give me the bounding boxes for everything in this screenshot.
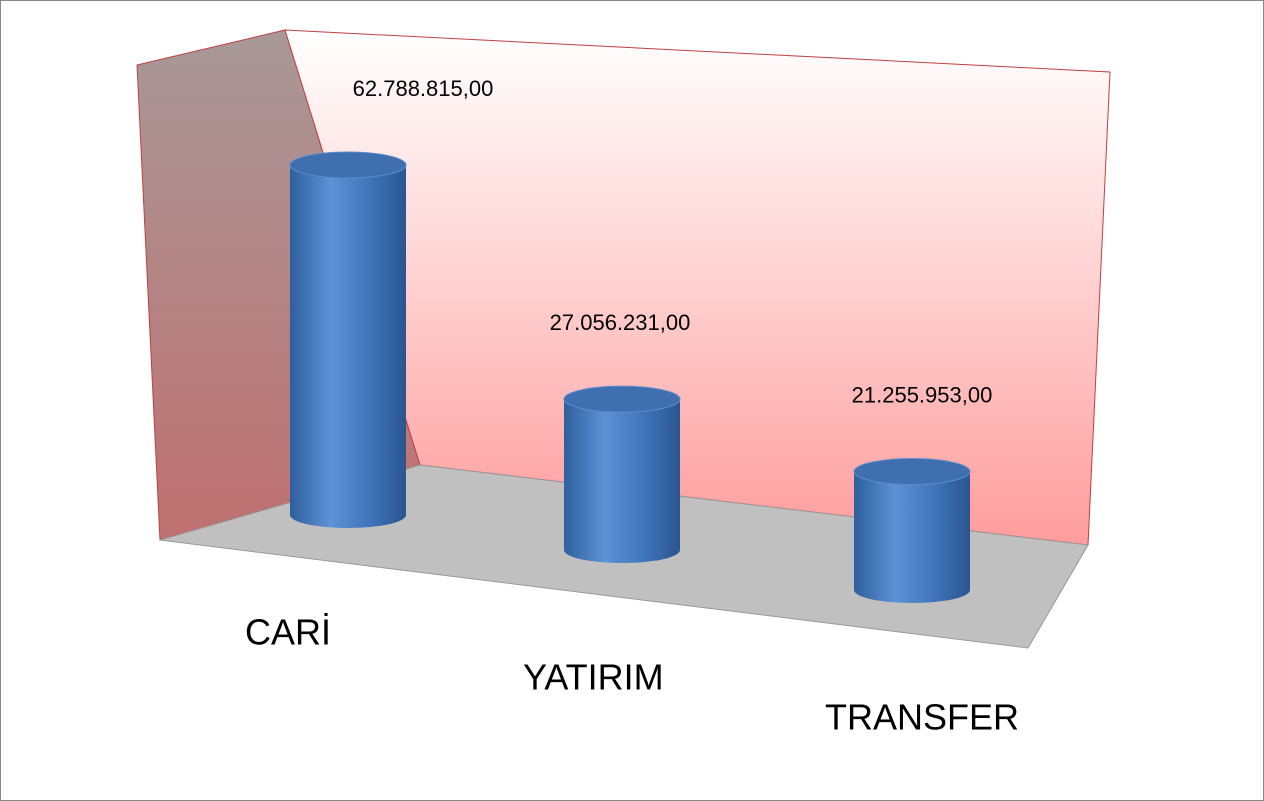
- category-label: TRANSFER: [825, 697, 1019, 738]
- value-label: 21.255.953,00: [852, 382, 993, 407]
- bar-body: [854, 471, 970, 603]
- bar: [563, 385, 681, 563]
- bar: [853, 458, 971, 603]
- bar-body: [290, 165, 406, 528]
- bar-top: [289, 151, 407, 179]
- bar-body: [564, 399, 680, 563]
- bar: [289, 151, 407, 528]
- category-label: YATIRIM: [523, 657, 664, 698]
- bar-top: [563, 385, 681, 413]
- bar-top: [853, 458, 971, 486]
- value-label: 62.788.815,00: [353, 76, 494, 101]
- category-label: CARİ: [245, 612, 331, 653]
- value-label: 27.056.231,00: [550, 310, 691, 335]
